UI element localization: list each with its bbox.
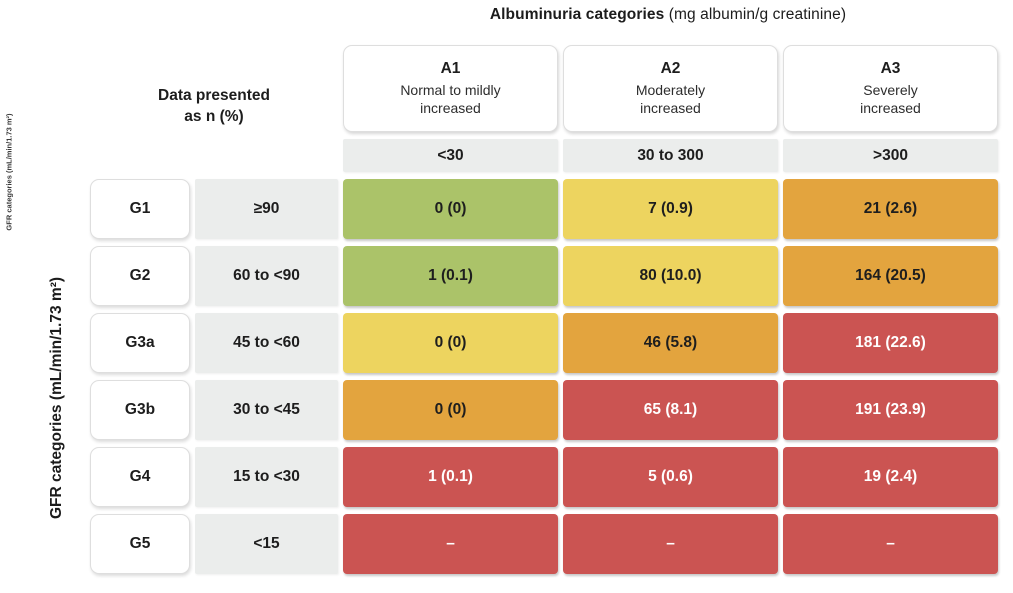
heatmap-cell-g1-a3: 21 (2.6) — [783, 179, 998, 239]
column-range-a2: 30 to 300 — [563, 139, 778, 172]
heatmap-cell-g4-a1: 1 (0.1) — [343, 447, 558, 507]
column-header-a3: A3 Severely increased — [783, 45, 998, 132]
row-range-g2: 60 to <90 — [195, 246, 338, 306]
albuminuria-axis-title-units: (mg albumin/g creatinine) — [668, 6, 847, 23]
gfr-axis-label: GFR categories (mL/min/1.73 m²) — [48, 276, 65, 520]
column-header-a1: A1 Normal to mildly increased — [343, 45, 558, 132]
row-label-g1: G1 — [90, 179, 190, 239]
row-range-g3a: 45 to <60 — [195, 313, 338, 373]
row-label-g3a: G3a — [90, 313, 190, 373]
heatmap-cell-g2-a1: 1 (0.1) — [343, 246, 558, 306]
column-desc-a2: Moderately increased — [635, 81, 706, 116]
heatmap-cell-g4-a3: 19 (2.4) — [783, 447, 998, 507]
column-desc-a3: Severely increased — [860, 81, 921, 116]
column-range-a3: >300 — [783, 139, 998, 172]
heatmap-cell-g5-a2: – — [563, 514, 778, 574]
heatmap-cell-g3a-a1: 0 (0) — [343, 313, 558, 373]
row-range-g4: 15 to <30 — [195, 447, 338, 507]
heatmap-cell-g4-a2: 5 (0.6) — [563, 447, 778, 507]
column-id-a3: A3 — [880, 59, 901, 77]
heatmap-cell-g3b-a3: 191 (23.9) — [783, 380, 998, 440]
row-label-g5: G5 — [90, 514, 190, 574]
gfr-axis-label-small: GFR categories (mL/min/1.73 m²) — [4, 113, 14, 231]
column-desc-a1: Normal to mildly increased — [400, 81, 501, 116]
column-header-a2: A2 Moderately increased — [563, 45, 778, 132]
heatmap-grid: Data presented as n (%) A1 Normal to mil… — [90, 45, 998, 574]
row-label-g3b: G3b — [90, 380, 190, 440]
heatmap-cell-g5-a3: – — [783, 514, 998, 574]
column-id-a2: A2 — [660, 59, 681, 77]
row-range-g5: <15 — [195, 514, 338, 574]
heatmap-cell-g3a-a2: 46 (5.8) — [563, 313, 778, 373]
heatmap-cell-g1-a1: 0 (0) — [343, 179, 558, 239]
heatmap-cell-g2-a2: 80 (10.0) — [563, 246, 778, 306]
row-range-g3b: 30 to <45 — [195, 380, 338, 440]
row-label-g2: G2 — [90, 246, 190, 306]
row-range-g1: ≥90 — [195, 179, 338, 239]
heatmap-cell-g3b-a1: 0 (0) — [343, 380, 558, 440]
albuminuria-axis-title: Albuminuria categories (mg albumin/g cre… — [343, 6, 993, 24]
albuminuria-axis-title-bold: Albuminuria categories — [489, 6, 665, 23]
note-data-presented: Data presented as n (%) — [158, 87, 270, 126]
column-id-a1: A1 — [440, 59, 461, 77]
row-label-g4: G4 — [90, 447, 190, 507]
heatmap-cell-g1-a2: 7 (0.9) — [563, 179, 778, 239]
heatmap-cell-g3b-a2: 65 (8.1) — [563, 380, 778, 440]
column-range-a1: <30 — [343, 139, 558, 172]
heatmap-cell-g3a-a3: 181 (22.6) — [783, 313, 998, 373]
heatmap-cell-g5-a1: – — [343, 514, 558, 574]
heatmap-cell-g2-a3: 164 (20.5) — [783, 246, 998, 306]
